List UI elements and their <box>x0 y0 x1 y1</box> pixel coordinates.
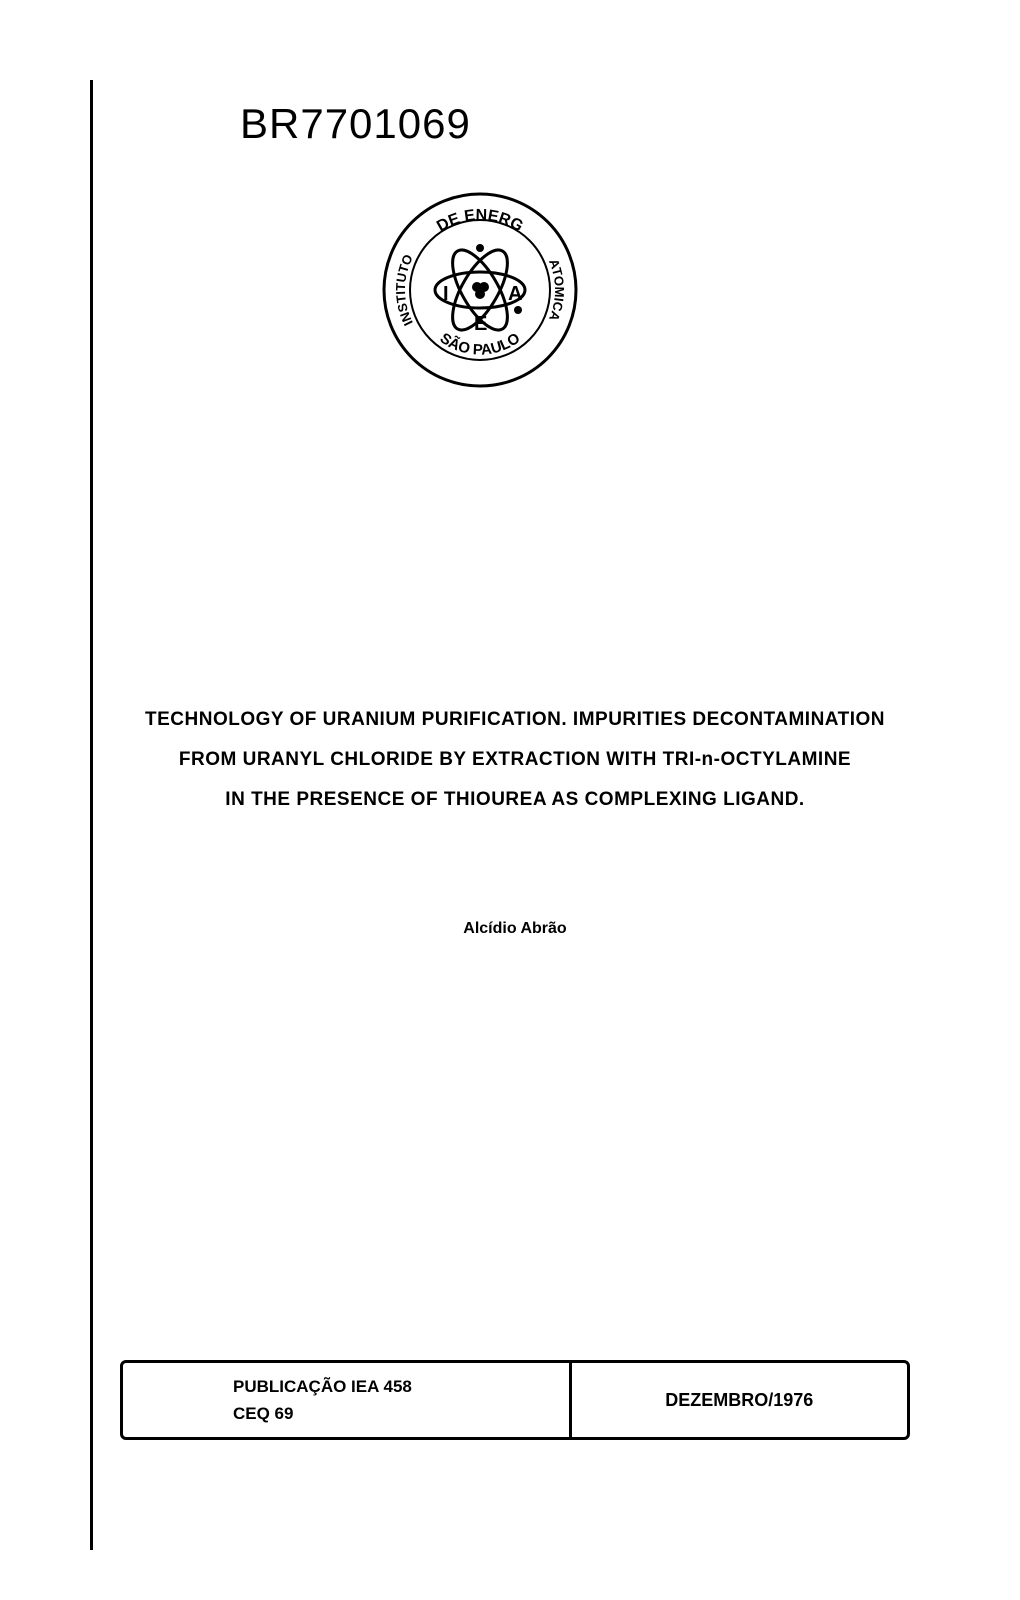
svg-text:I: I <box>443 283 449 305</box>
institute-logo: DE ENERG SÃO PAULO INSTITUTO ATOMICA I A… <box>380 190 580 390</box>
svg-text:INSTITUTO: INSTITUTO <box>393 252 416 328</box>
svg-text:E: E <box>474 313 487 335</box>
document-title: TECHNOLOGY OF URANIUM PURIFICATION. IMPU… <box>110 700 920 820</box>
publication-id: PUBLICAÇÃO IEA 458 <box>233 1373 569 1400</box>
publication-code: CEQ 69 <box>233 1400 569 1427</box>
title-line-2: FROM URANYL CHLORIDE BY EXTRACTION WITH … <box>110 740 920 780</box>
svg-text:A: A <box>508 283 522 305</box>
title-line-3: IN THE PRESENCE OF THIOUREA AS COMPLEXIN… <box>110 780 920 820</box>
document-id: BR7701069 <box>240 100 471 148</box>
title-line-1: TECHNOLOGY OF URANIUM PURIFICATION. IMPU… <box>110 700 920 740</box>
author-name: Alcídio Abrão <box>110 920 920 938</box>
footer-date: DEZEMBRO/1976 <box>572 1363 908 1437</box>
svg-text:DE ENERG: DE ENERG <box>434 207 526 235</box>
footer-box: PUBLICAÇÃO IEA 458 CEQ 69 DEZEMBRO/1976 <box>120 1360 910 1440</box>
footer-publication: PUBLICAÇÃO IEA 458 CEQ 69 <box>123 1363 572 1437</box>
